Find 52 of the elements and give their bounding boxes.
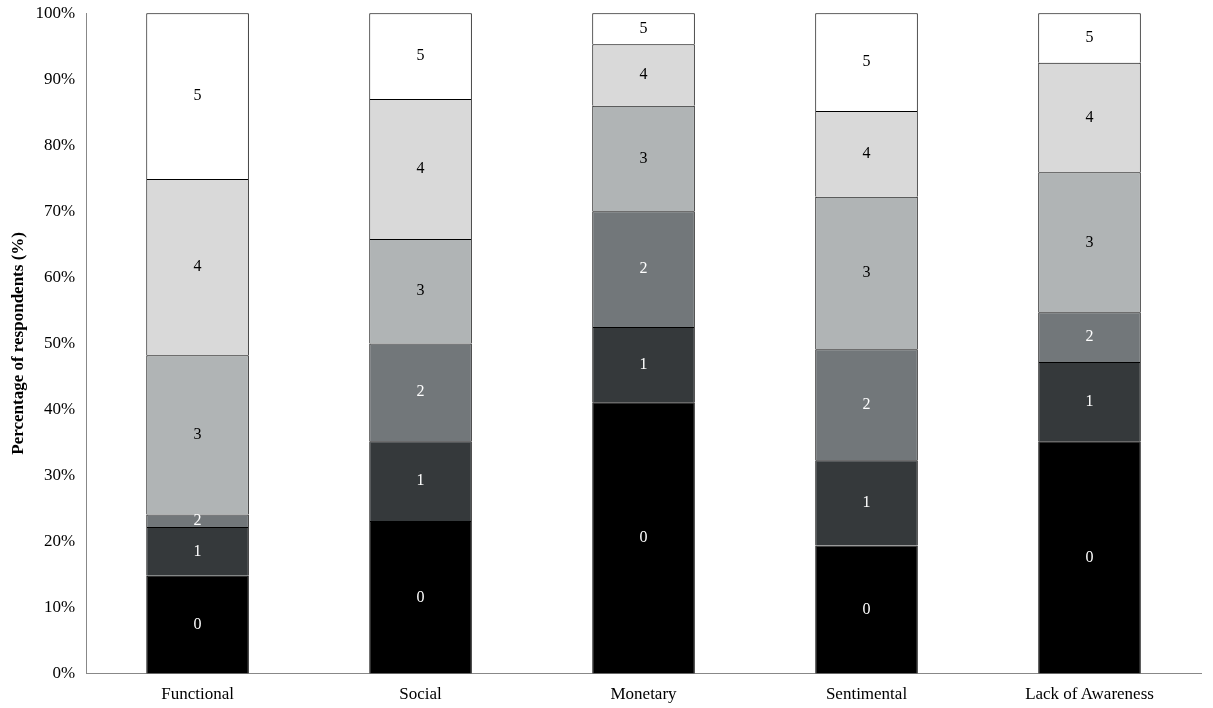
text: 1: [1085, 391, 1094, 409]
y-tick-label: 60%: [43, 266, 76, 286]
x-tick-label: Lack of Awareness: [1025, 684, 1154, 704]
y-tick-label: 10%: [43, 597, 76, 617]
y-tick-label: 50%: [43, 332, 76, 352]
series-label: 3: [416, 281, 425, 299]
text: 5: [862, 52, 871, 70]
y-axis-title: Percentage of respondents (%): [7, 232, 27, 455]
y-tick-label: 90%: [43, 68, 76, 88]
series-label: 2: [193, 510, 202, 528]
series-label: 5: [639, 18, 648, 36]
text: 5: [1085, 28, 1094, 46]
text: 0: [639, 528, 648, 546]
bar: [592, 402, 695, 674]
text: 2: [1085, 327, 1094, 345]
text: 3: [862, 263, 871, 281]
text: 1: [639, 354, 648, 372]
x-tick-label: Functional: [161, 684, 235, 704]
y-tick-label: 30%: [43, 464, 76, 484]
series-label: 0: [193, 614, 202, 632]
series-label: 1: [193, 541, 202, 559]
text: 3: [193, 425, 202, 443]
text: 1: [862, 493, 871, 511]
x-tick-label: Social: [399, 684, 443, 704]
y-tick-label: 40%: [43, 398, 76, 418]
text: 2: [639, 259, 648, 277]
x-tick-label: Sentimental: [825, 684, 908, 704]
text: 3: [639, 148, 648, 166]
text: 4: [416, 159, 425, 177]
text: 5: [416, 46, 425, 64]
y-tick-label: 20%: [43, 530, 76, 550]
y-tick-label: 100%: [35, 2, 76, 22]
text: 2: [416, 382, 425, 400]
x-tick-label: Monetary: [610, 684, 678, 704]
text: 0: [416, 587, 425, 605]
text: 4: [1085, 107, 1094, 125]
text: 4: [862, 144, 871, 162]
y-tick-label: 0%: [52, 663, 76, 683]
bar: [369, 521, 472, 674]
text: 5: [193, 86, 202, 104]
y-tick-label: 70%: [43, 200, 76, 220]
bar: [146, 575, 249, 674]
bar: [1038, 441, 1141, 674]
text: 2: [862, 395, 871, 413]
series-label: 4: [639, 65, 648, 83]
bar: [815, 545, 918, 674]
text: 4: [193, 257, 202, 275]
text: 3: [1085, 232, 1094, 250]
y-tick-label: 80%: [43, 134, 76, 154]
text: 1: [416, 471, 425, 489]
text: 0: [1085, 547, 1094, 565]
text: 0: [862, 599, 871, 617]
